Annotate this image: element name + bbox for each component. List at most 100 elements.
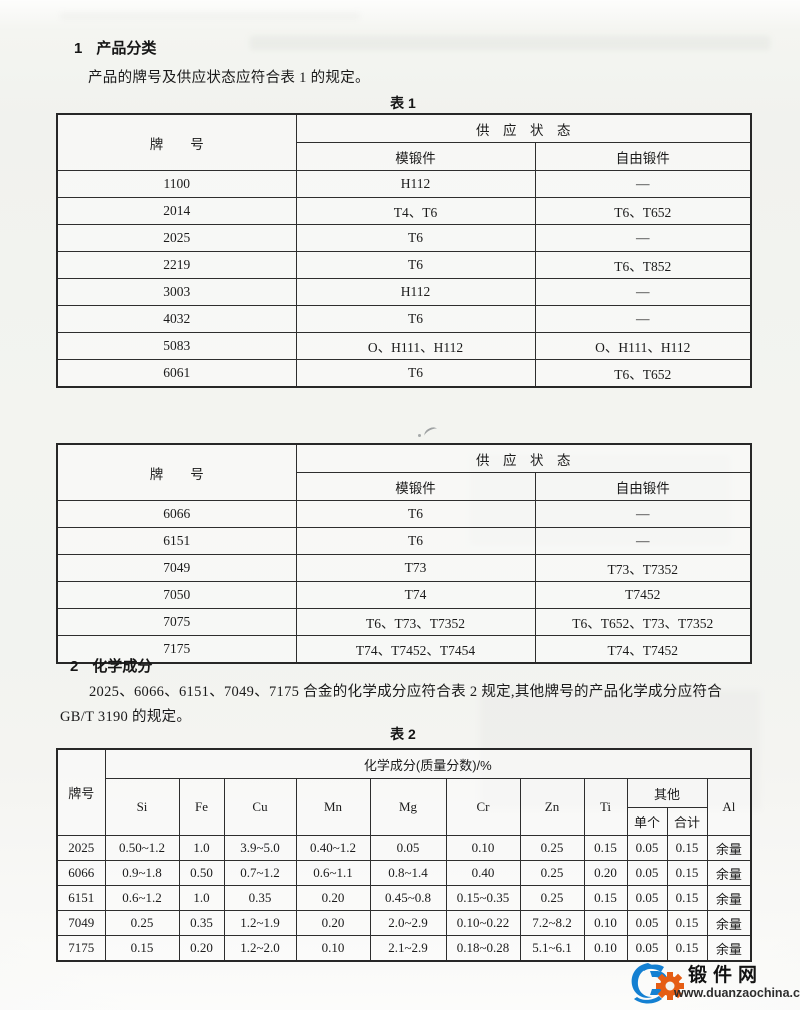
table-header-row: 模锻件 自由锻件 (57, 472, 752, 501)
cu-cell: 3.9~5.0 (223, 835, 297, 861)
grade-cell: 2025 (56, 835, 106, 861)
zn-cell: 0.25 (519, 860, 585, 886)
free-cell: — (534, 170, 752, 198)
die-cell: T6 (295, 251, 536, 279)
table-row: 1100 H112— (56, 170, 752, 198)
pen-mark-artifact (422, 425, 440, 440)
grade-cell: 7049 (56, 554, 297, 582)
al-column-header: Al (706, 778, 752, 836)
table-2-caption: 表 2 (390, 726, 416, 742)
other-single-cell: 0.05 (626, 835, 668, 861)
grade-cell: 7050 (56, 581, 297, 609)
scan-artifact (250, 36, 770, 50)
fe-cell: 1.0 (178, 885, 225, 911)
free-cell: T6、T652、T73、T7352 (534, 608, 752, 636)
si-cell: 0.50~1.2 (104, 835, 180, 861)
die-cell: T6 (295, 224, 536, 252)
grade-cell: 5083 (56, 332, 297, 360)
die-cell: H112 (295, 170, 536, 198)
mg-cell: 2.1~2.9 (369, 935, 447, 962)
table-row: 2219 T6 T6、T852 (56, 251, 752, 279)
table-header-row: 牌 号 供 应 状 态 (56, 443, 752, 501)
table-header-row: 单个 合计 (57, 807, 751, 836)
section-number: 1 (74, 40, 83, 57)
table-row: 7175 T74、T7452、T7454 T74、T7452 (56, 635, 752, 664)
zn-cell: 5.1~6.1 (519, 935, 585, 962)
other-single-cell: 0.05 (626, 860, 668, 886)
die-cell: T6、T73、T7352 (295, 608, 536, 636)
table-row: 7075 T6、T73、T7352 T6、T652、T73、T7352 (56, 608, 752, 636)
free-cell: T73、T7352 (534, 554, 752, 582)
table-row: 2025 T6— (56, 224, 752, 252)
table-row: 6151 0.6~1.2 1.0 0.35 0.20 0.45~0.8 0.15~0.35 0… (56, 885, 752, 911)
ti-cell: 0.10 (583, 910, 628, 936)
grade-cell: 6066 (56, 860, 106, 886)
table-row: 6066 T6— (56, 500, 752, 528)
fe-cell: 1.0 (178, 835, 225, 861)
cr-cell: 0.18~0.28 (445, 935, 521, 962)
mg-cell: 2.0~2.9 (369, 910, 447, 936)
mn-cell: 0.40~1.2 (295, 835, 371, 861)
free-forging-header: 自由锻件 (534, 472, 752, 501)
die-forging-header: 模锻件 (295, 142, 536, 171)
free-cell: T7452 (534, 581, 752, 609)
other-single-cell: 0.05 (626, 885, 668, 911)
other-column-header: 其他 (626, 778, 708, 808)
ti-cell: 0.10 (583, 935, 628, 962)
section-title: 化学成分 (92, 658, 153, 675)
die-cell: T6 (295, 305, 536, 333)
table-row: 6066 0.9~1.8 0.50 0.7~1.2 0.6~1.1 0.8~1.4 0.40… (56, 860, 752, 886)
free-cell: — (534, 224, 752, 252)
zn-cell: 0.25 (519, 885, 585, 911)
die-cell: T6 (295, 500, 536, 528)
mn-cell: 0.6~1.1 (295, 860, 371, 886)
ti-cell: 0.20 (583, 860, 628, 886)
table-header-row: 模锻件 自由锻件 (57, 142, 752, 171)
grade-cell: 6151 (56, 885, 106, 911)
free-cell: T6、T652 (534, 359, 752, 388)
table-header-row: 牌号 化学成分(质量分数)/% (56, 748, 752, 836)
section-number: 2 (70, 658, 79, 675)
table-row: 3003 H112— (56, 278, 752, 306)
ti-cell: 0.15 (583, 835, 628, 861)
table-row: 4032 T6— (56, 305, 752, 333)
duanzaochina-watermark: 锻件网 www.duanzaochina.com (628, 958, 800, 1008)
free-cell: O、H111、H112 (534, 332, 752, 360)
table-row: 2014 T4、T6 T6、T652 (56, 197, 752, 225)
table-row: 5083 O、H111、H112 O、H111、H112 (56, 332, 752, 360)
cu-column-header: Cu (223, 778, 297, 836)
free-forging-header: 自由锻件 (534, 142, 752, 171)
cr-cell: 0.10 (445, 835, 521, 861)
ti-column-header: Ti (583, 778, 628, 836)
other-total-header: 合计 (666, 807, 708, 836)
zn-cell: 0.25 (519, 835, 585, 861)
free-cell: T6、T652 (534, 197, 752, 225)
al-cell: 余量 (706, 885, 752, 911)
composition-header: 化学成分(质量分数)/% (104, 748, 752, 779)
free-cell: T74、T7452 (534, 635, 752, 664)
die-forging-header: 模锻件 (295, 472, 536, 501)
table-row: 7050 T74 T7452 (56, 581, 752, 609)
si-cell: 0.25 (104, 910, 180, 936)
die-cell: T6 (295, 359, 536, 388)
cu-cell: 1.2~1.9 (223, 910, 297, 936)
mn-cell: 0.20 (295, 885, 371, 911)
grade-column-header: 牌号 (56, 748, 106, 836)
grade-cell: 3003 (56, 278, 297, 306)
section-2-paragraph: 2025、6066、6151、7049、7175 合金的化学成分应符合表 2 规… (60, 684, 723, 725)
grade-column-header: 牌 号 (56, 443, 297, 501)
zn-column-header: Zn (519, 778, 585, 836)
mn-cell: 0.10 (295, 935, 371, 962)
zn-cell: 7.2~8.2 (519, 910, 585, 936)
grade-cell: 6066 (56, 500, 297, 528)
die-cell: T74 (295, 581, 536, 609)
fe-column-header: Fe (178, 778, 225, 836)
duanzaochina-logo-icon (631, 963, 684, 1004)
grade-cell: 7049 (56, 910, 106, 936)
mg-cell: 0.45~0.8 (369, 885, 447, 911)
fe-cell: 0.35 (178, 910, 225, 936)
cu-cell: 1.2~2.0 (223, 935, 297, 962)
free-cell: — (534, 305, 752, 333)
die-cell: T73 (295, 554, 536, 582)
